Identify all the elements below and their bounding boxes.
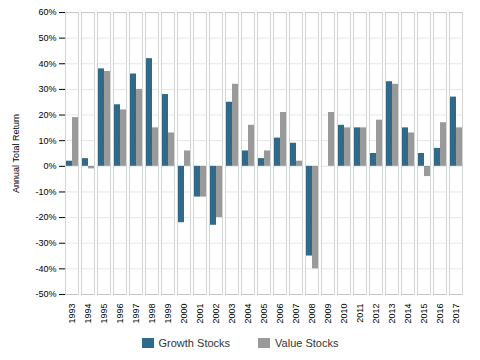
svg-text:2000: 2000 (179, 304, 189, 324)
svg-text:2012: 2012 (371, 304, 381, 324)
svg-text:1996: 1996 (115, 304, 125, 324)
svg-text:40%: 40% (38, 59, 56, 69)
svg-text:2003: 2003 (227, 304, 237, 324)
html-text:Growth Stocks: Growth Stocks (158, 337, 231, 349)
svg-text:1993: 1993 (67, 304, 77, 324)
svg-text:-50%: -50% (35, 289, 56, 299)
svg-text:Annual Total Return: Annual Total Return (11, 114, 21, 193)
svg-text:0%: 0% (43, 161, 56, 171)
svg-text:1995: 1995 (99, 304, 109, 324)
svg-text:2001: 2001 (195, 304, 205, 324)
svg-text:60%: 60% (38, 7, 56, 17)
svg-text:2002: 2002 (211, 304, 221, 324)
svg-text:2013: 2013 (387, 304, 397, 324)
svg-text:2016: 2016 (435, 304, 445, 324)
svg-text:-30%: -30% (35, 238, 56, 248)
svg-text:2009: 2009 (323, 304, 333, 324)
svg-text:20%: 20% (38, 110, 56, 120)
svg-text:2014: 2014 (403, 304, 413, 324)
svg-text:1994: 1994 (83, 304, 93, 324)
svg-text:2005: 2005 (259, 304, 269, 324)
svg-text:2017: 2017 (451, 304, 461, 324)
svg-text:1997: 1997 (131, 304, 141, 324)
svg-text:-40%: -40% (35, 264, 56, 274)
svg-text:2011: 2011 (355, 304, 365, 323)
svg-text:-10%: -10% (35, 187, 56, 197)
svg-text:2008: 2008 (307, 304, 317, 324)
svg-text:10%: 10% (38, 136, 56, 146)
svg-text:2007: 2007 (291, 304, 301, 324)
svg-text:1998: 1998 (147, 304, 157, 324)
svg-text:50%: 50% (38, 33, 56, 43)
svg-text:2006: 2006 (275, 304, 285, 324)
svg-text:2015: 2015 (419, 304, 429, 324)
svg-text:1999: 1999 (163, 304, 173, 324)
html-text:Value Stocks: Value Stocks (275, 337, 339, 349)
svg-text:2004: 2004 (243, 304, 253, 324)
svg-text:-20%: -20% (35, 212, 56, 222)
svg-text:2010: 2010 (339, 304, 349, 324)
svg-text:30%: 30% (38, 84, 56, 94)
